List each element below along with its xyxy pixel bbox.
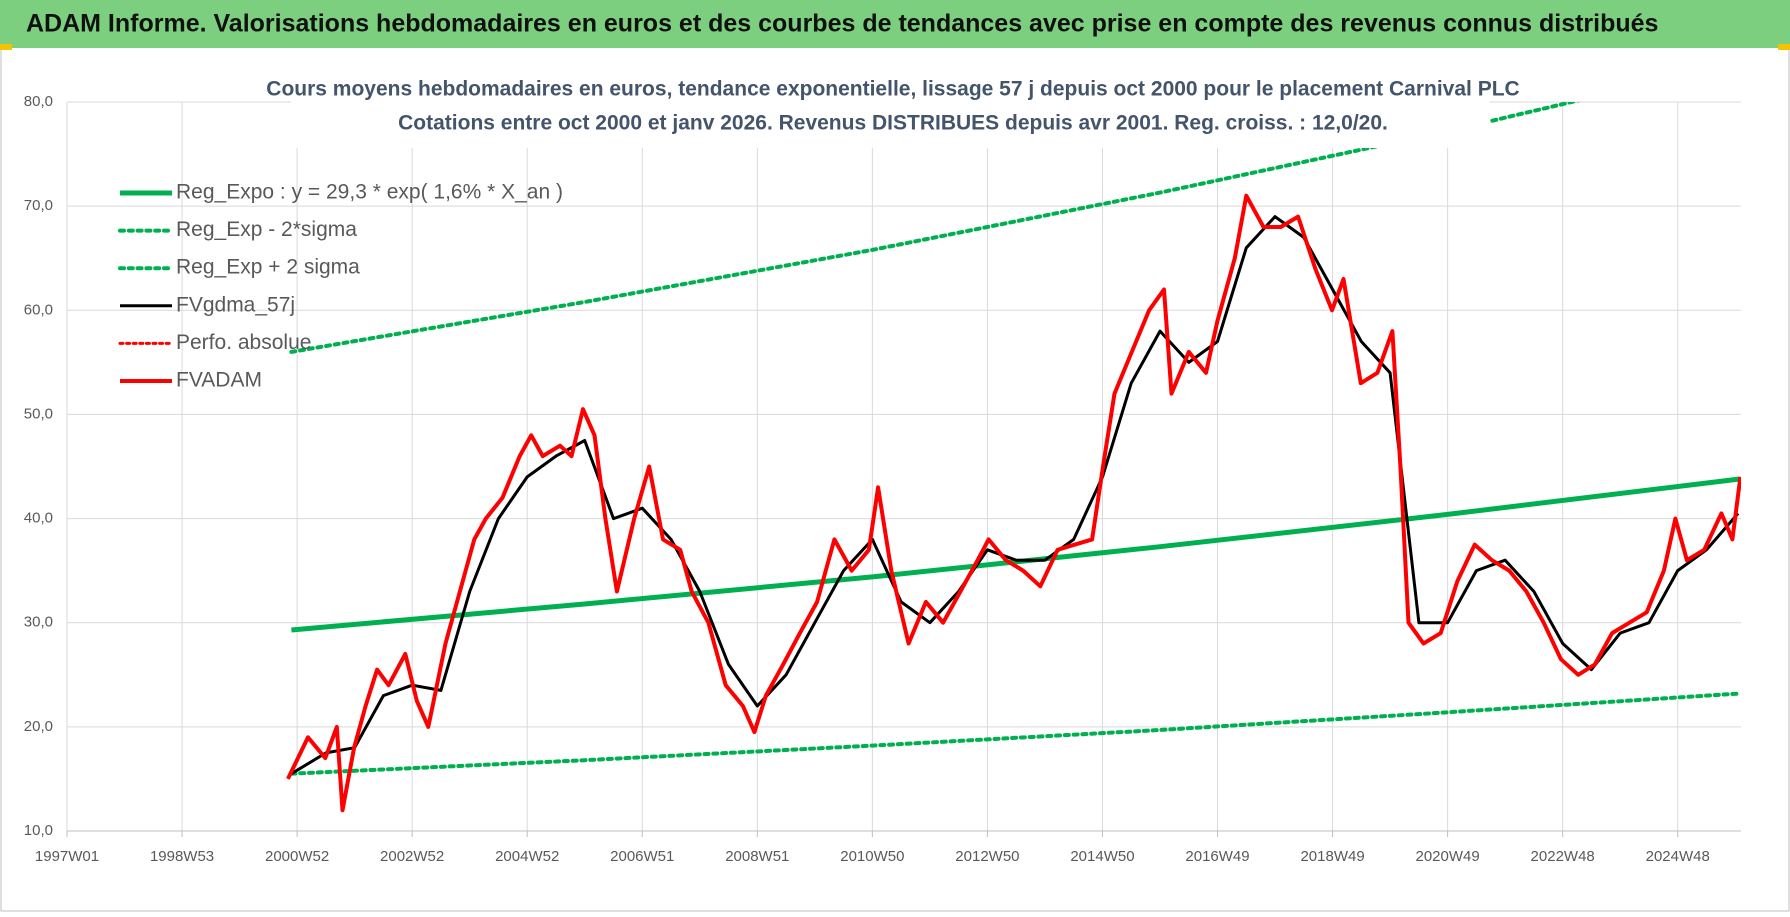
x-tick-label: 2000W52 [265, 848, 329, 865]
y-tick-label: 20,0 [24, 718, 53, 735]
x-tick-label: 2002W52 [380, 848, 444, 865]
series-line [291, 476, 1741, 633]
legend-label: Reg_Expo : y = 29,3 * exp( 1,6% * X_an ) [176, 181, 563, 204]
y-tick-label: 70,0 [24, 197, 53, 214]
y-tick-label: 30,0 [24, 614, 53, 631]
y-tick-label: 50,0 [24, 405, 53, 422]
banner [0, 0, 1790, 48]
chart-subtitle: Cotations entre oct 2000 et janv 2026. R… [398, 112, 1388, 135]
x-tick-label: 2022W48 [1531, 848, 1595, 865]
x-tick-label: 2014W50 [1070, 848, 1134, 865]
x-tick-label: 2016W49 [1185, 848, 1249, 865]
y-tick-label: 80,0 [24, 93, 53, 110]
legend-label: Reg_Exp + 2 sigma [176, 256, 360, 279]
y-tick-label: 40,0 [24, 510, 53, 527]
x-tick-label: 2024W48 [1646, 848, 1710, 865]
x-tick-label: 2008W51 [725, 848, 789, 865]
corner-mark [0, 44, 12, 50]
y-tick-label: 10,0 [24, 822, 53, 839]
series-line [289, 691, 1741, 776]
y-tick-label: 60,0 [24, 301, 53, 318]
x-tick-label: 2018W49 [1300, 848, 1364, 865]
x-tick-label: 2004W52 [495, 848, 559, 865]
legend-label: FVADAM [176, 369, 262, 392]
legend-label: Perfo. absolue [176, 331, 311, 354]
series-line [286, 193, 1741, 813]
x-tick-label: 2006W51 [610, 848, 674, 865]
chart-title: Cours moyens hebdomadaires en euros, ten… [266, 78, 1519, 101]
legend-label: Reg_Exp - 2*sigma [176, 218, 357, 241]
x-tick-label: 1997W01 [35, 848, 99, 865]
corner-mark [1778, 44, 1790, 50]
series-line [289, 102, 1581, 354]
x-tick-label: 1998W53 [150, 848, 214, 865]
title-box [291, 72, 1490, 148]
x-tick-label: 2010W50 [840, 848, 904, 865]
legend-label: FVgdma_57j [176, 293, 295, 316]
x-tick-label: 2020W49 [1416, 848, 1480, 865]
banner-title: ADAM Informe. Valorisations hebdomadaire… [26, 10, 1658, 38]
x-tick-label: 2012W50 [955, 848, 1019, 865]
